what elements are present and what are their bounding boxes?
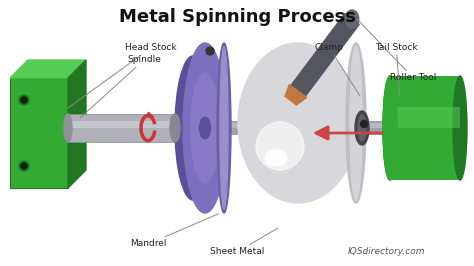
Polygon shape xyxy=(291,14,359,96)
Bar xyxy=(68,121,175,128)
Bar xyxy=(86,123,390,128)
Ellipse shape xyxy=(64,114,72,142)
Circle shape xyxy=(21,97,27,103)
Ellipse shape xyxy=(453,76,467,180)
Ellipse shape xyxy=(256,122,304,170)
Text: Spindle: Spindle xyxy=(80,56,161,118)
Ellipse shape xyxy=(200,117,210,139)
FancyBboxPatch shape xyxy=(10,78,68,188)
Polygon shape xyxy=(10,60,86,78)
Ellipse shape xyxy=(170,114,180,142)
Ellipse shape xyxy=(265,150,287,166)
Ellipse shape xyxy=(358,115,366,141)
Ellipse shape xyxy=(350,46,362,200)
Ellipse shape xyxy=(355,111,369,145)
Text: Sheet Metal: Sheet Metal xyxy=(210,228,278,256)
Bar xyxy=(68,114,175,142)
Bar xyxy=(390,76,460,180)
Circle shape xyxy=(19,161,29,171)
Bar xyxy=(390,107,460,128)
Text: Mandrel: Mandrel xyxy=(130,214,218,248)
Ellipse shape xyxy=(346,43,366,203)
Text: Head Stock: Head Stock xyxy=(68,44,177,108)
Circle shape xyxy=(21,163,27,169)
Circle shape xyxy=(206,47,214,55)
Ellipse shape xyxy=(191,73,219,183)
Ellipse shape xyxy=(175,56,211,200)
Circle shape xyxy=(19,95,29,105)
Bar xyxy=(86,121,390,135)
Text: Clamp: Clamp xyxy=(315,44,360,96)
Circle shape xyxy=(361,120,367,127)
Text: Tail Stock: Tail Stock xyxy=(375,44,418,98)
Text: Roller Tool: Roller Tool xyxy=(357,19,437,82)
Ellipse shape xyxy=(345,10,359,28)
Ellipse shape xyxy=(383,76,397,180)
Text: Metal Spinning Process: Metal Spinning Process xyxy=(118,8,356,26)
Ellipse shape xyxy=(220,47,228,209)
Polygon shape xyxy=(285,85,307,105)
Ellipse shape xyxy=(217,43,231,213)
Ellipse shape xyxy=(183,43,227,213)
Ellipse shape xyxy=(383,76,397,180)
Polygon shape xyxy=(68,60,86,188)
Ellipse shape xyxy=(238,43,358,203)
Text: IQSdirectory.com: IQSdirectory.com xyxy=(348,247,426,256)
